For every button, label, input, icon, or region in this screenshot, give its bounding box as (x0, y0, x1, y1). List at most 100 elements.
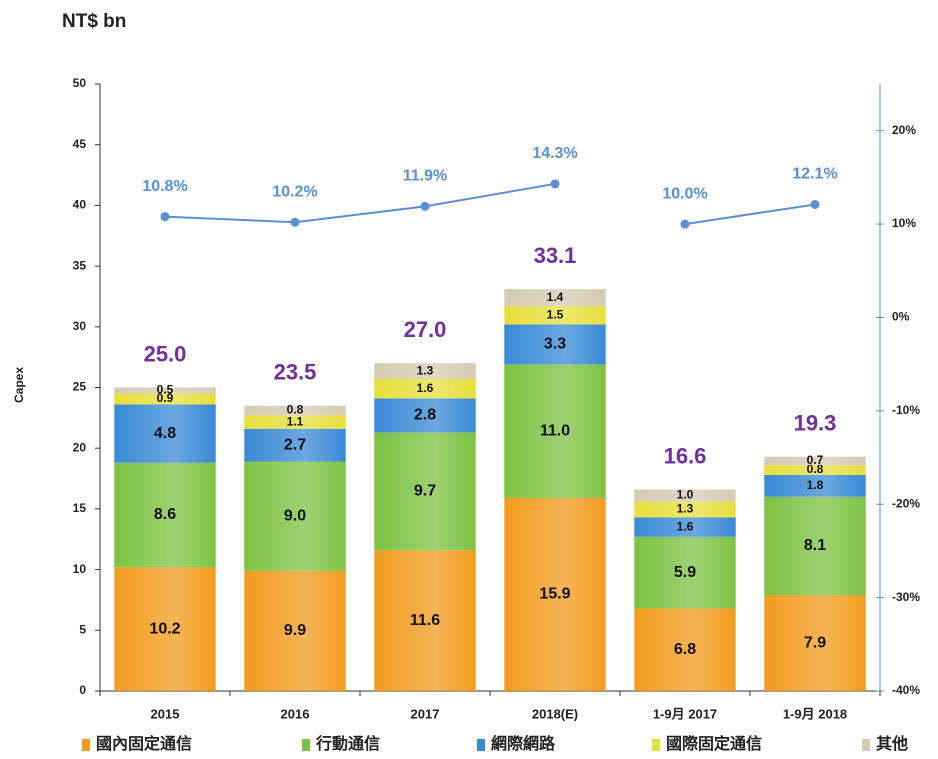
bar-segment (244, 405, 346, 416)
data-label: 15.9 (539, 586, 570, 603)
y-tick-label: 10 (73, 562, 87, 576)
bar-segment (114, 387, 216, 394)
data-label: 0.8 (287, 403, 304, 417)
line-point (420, 201, 430, 211)
bar-segment (114, 393, 216, 405)
bar-segment (114, 462, 216, 568)
legend-label: 行動通信 (315, 734, 380, 753)
legend-swatch (302, 739, 310, 751)
legend-swatch (477, 739, 485, 751)
y-tick-label: 5 (79, 622, 86, 636)
data-label: 1.0 (677, 488, 694, 502)
bar-segment (374, 363, 476, 380)
data-label: 0.5 (157, 383, 174, 397)
bar-segment (374, 550, 476, 691)
x-tick-label: 1-9月 2017 (653, 706, 717, 721)
bar-segment (374, 398, 476, 433)
y2-tick-label: -40% (892, 683, 920, 697)
line-point (550, 179, 560, 189)
data-label: 9.7 (414, 483, 436, 500)
data-label: 2.7 (284, 436, 306, 453)
data-label: 1.3 (417, 363, 434, 377)
bar-segment (504, 364, 606, 498)
legend-label: 國內固定通信 (96, 734, 192, 753)
y2-tick-label: -10% (892, 403, 920, 417)
line-label: 12.1% (792, 166, 837, 183)
y-tick-label: 25 (73, 380, 87, 394)
bar-segment (634, 608, 736, 691)
data-label: 5.9 (674, 564, 696, 581)
x-tick-label: 2017 (411, 706, 440, 721)
total-label: 16.6 (664, 443, 707, 468)
legend-swatch (862, 739, 870, 751)
bar-segment (764, 456, 866, 466)
bar-segment (634, 501, 736, 518)
data-label: 11.6 (410, 612, 440, 629)
legend-label: 國際固定通信 (666, 734, 762, 753)
data-label: 1.8 (807, 478, 824, 492)
bar-segment (374, 379, 476, 399)
bar-segment (244, 461, 346, 571)
data-label: 0.9 (157, 391, 174, 405)
y-tick-label: 40 (73, 198, 87, 212)
data-label: 10.2 (149, 620, 180, 637)
bar-segment (634, 517, 736, 537)
data-label: 2.8 (414, 407, 436, 424)
line (164, 182, 556, 224)
y-tick-label: 30 (73, 319, 87, 333)
y-tick-label: 50 (73, 76, 87, 90)
y2-tick-label: 20% (892, 123, 916, 137)
y2-tick-label: 0% (892, 310, 910, 324)
total-label: 19.3 (794, 411, 837, 436)
y-tick-label: 0 (79, 683, 86, 697)
y-axis-label: Capex (12, 367, 26, 403)
data-label: 9.9 (284, 622, 306, 639)
bar-segment (634, 536, 736, 609)
data-label: 3.3 (544, 336, 566, 353)
bar-segment (504, 324, 606, 365)
bar-segment (764, 595, 866, 691)
bar-segment (114, 404, 216, 463)
data-label: 0.7 (807, 453, 824, 467)
line-point (160, 212, 170, 222)
line-label: 10.0% (662, 185, 707, 202)
line (684, 203, 816, 226)
data-label: 1.3 (677, 502, 694, 516)
data-label: 1.1 (287, 414, 304, 428)
y2-tick-label: -30% (892, 590, 920, 604)
bar-segment (764, 474, 866, 497)
data-label: 1.6 (417, 381, 434, 395)
data-label: 6.8 (674, 641, 696, 658)
data-label: 4.8 (154, 425, 176, 442)
data-label: 1.5 (547, 307, 564, 321)
legend-swatch (652, 739, 660, 751)
y-tick-label: 45 (73, 137, 87, 151)
legend-swatch (82, 739, 90, 751)
bar-segment (764, 465, 866, 475)
bar-segment (244, 428, 346, 462)
total-label: 27.0 (404, 317, 447, 342)
x-tick-label: 1-9月 2018 (783, 706, 847, 721)
x-tick-label: 2016 (281, 706, 310, 721)
y-tick-label: 15 (73, 501, 87, 515)
bar-segment (504, 289, 606, 307)
line-point (290, 217, 300, 227)
y2-tick-label: 10% (892, 216, 916, 230)
bar-segment (244, 570, 346, 691)
bar-segment (114, 567, 216, 691)
line-label: 14.3% (532, 145, 577, 162)
data-label: 1.6 (677, 519, 694, 533)
data-label: 8.1 (804, 537, 826, 554)
bar-segment (504, 306, 606, 325)
y-tick-label: 20 (73, 440, 87, 454)
bar-segment (634, 489, 736, 502)
y2-tick-label: -20% (892, 496, 920, 510)
data-label: 8.6 (154, 506, 176, 523)
data-label: 1.4 (547, 290, 564, 304)
total-label: 23.5 (274, 360, 317, 385)
chart-title: NT$ bn (62, 11, 126, 32)
line-label: 10.2% (272, 183, 317, 200)
bar-segment (244, 415, 346, 429)
data-label: 11.0 (540, 422, 570, 439)
